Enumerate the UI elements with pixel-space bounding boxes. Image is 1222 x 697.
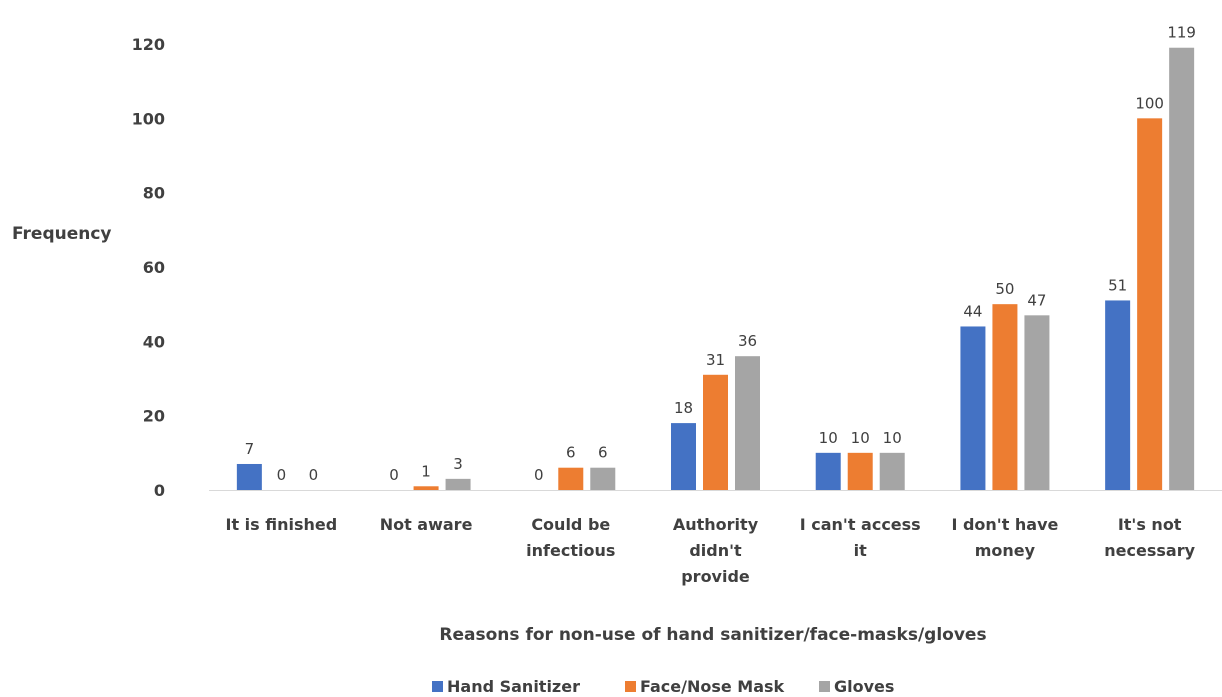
bar <box>671 423 696 490</box>
bar <box>1024 315 1050 490</box>
bar <box>590 467 616 490</box>
data-label: 7 <box>245 440 255 458</box>
x-tick-label: I can't access it <box>800 515 921 560</box>
data-label: 0 <box>389 466 399 484</box>
y-axis-title: Frequency <box>12 224 112 244</box>
bars <box>236 47 1195 490</box>
data-label: 50 <box>995 280 1014 298</box>
x-tick-label-line: provide <box>681 567 750 586</box>
data-label: 0 <box>277 466 287 484</box>
data-label: 100 <box>1135 94 1164 112</box>
x-tick-label: Authority didn't provide <box>673 515 759 586</box>
legend-swatch <box>432 681 443 692</box>
bar <box>992 304 1018 490</box>
category-labels: It is finished Not aware Could be infectiou… <box>226 515 1196 586</box>
x-tick-label-line: I can't access <box>800 515 921 534</box>
legend-label: Gloves <box>834 677 894 696</box>
bar <box>413 486 439 490</box>
legend-swatch <box>819 681 830 692</box>
data-label: 10 <box>851 429 870 447</box>
data-labels: 7 0 0 0 1 3 0 6 6 18 31 36 10 10 10 44 50 47 51 100 119 <box>245 24 1196 484</box>
data-label: 3 <box>453 455 463 473</box>
x-tick-label-line: I don't have <box>951 515 1058 534</box>
bar <box>879 452 905 490</box>
y-tick-label: 60 <box>143 258 165 277</box>
x-tick-label: It's not necessary <box>1104 515 1195 560</box>
bar <box>1169 47 1195 490</box>
x-tick-label-line: Authority <box>673 515 759 534</box>
data-label: 6 <box>566 444 576 462</box>
bar <box>735 356 760 490</box>
x-tick-label-line: necessary <box>1104 541 1195 560</box>
x-tick-label-line: didn't <box>689 541 742 560</box>
legend: Hand Sanitizer Face/Nose Mask Gloves <box>432 677 894 696</box>
bar <box>815 452 841 490</box>
y-tick-label: 40 <box>143 332 165 351</box>
y-tick-label: 20 <box>143 407 165 426</box>
x-tick-label: I don't have money <box>951 515 1058 560</box>
data-label: 6 <box>598 444 608 462</box>
data-label: 0 <box>534 466 544 484</box>
legend-label: Face/Nose Mask <box>640 677 785 696</box>
legend-swatch <box>625 681 636 692</box>
bar <box>1137 118 1163 490</box>
bar <box>703 374 728 490</box>
y-tick-label: 0 <box>154 481 165 500</box>
x-tick-label-line: It is finished <box>226 515 338 534</box>
data-label: 119 <box>1167 24 1196 42</box>
y-tick-label: 80 <box>143 184 165 203</box>
data-label: 0 <box>309 466 319 484</box>
data-label: 47 <box>1027 291 1046 309</box>
data-label: 10 <box>819 429 838 447</box>
bar <box>847 452 873 490</box>
x-tick-label-line: Not aware <box>380 515 473 534</box>
data-label: 18 <box>674 399 693 417</box>
data-label: 51 <box>1108 276 1127 294</box>
x-tick-label-line: It's not <box>1118 515 1182 534</box>
bar <box>960 326 986 490</box>
data-label: 36 <box>738 332 757 350</box>
data-label: 44 <box>963 302 982 320</box>
x-tick-label: It is finished <box>226 515 338 534</box>
x-tick-label: Could be infectious <box>526 515 615 560</box>
legend-label: Hand Sanitizer <box>447 677 580 696</box>
bar <box>445 478 471 490</box>
x-tick-label-line: it <box>854 541 867 560</box>
x-tick-label-line: money <box>975 541 1036 560</box>
bar <box>558 467 584 490</box>
data-label: 31 <box>706 351 725 369</box>
data-label: 1 <box>421 462 431 480</box>
y-tick-label: 100 <box>132 109 165 128</box>
x-tick-label: Not aware <box>380 515 473 534</box>
x-axis-title: Reasons for non-use of hand sanitizer/fa… <box>439 625 986 645</box>
x-tick-label-line: Could be <box>531 515 610 534</box>
y-axis-ticks: 0 20 40 60 80 100 120 <box>132 35 165 500</box>
y-tick-label: 120 <box>132 35 165 54</box>
data-label: 10 <box>883 429 902 447</box>
bar <box>1105 300 1131 490</box>
bar <box>236 463 262 490</box>
x-tick-label-line: infectious <box>526 541 615 560</box>
